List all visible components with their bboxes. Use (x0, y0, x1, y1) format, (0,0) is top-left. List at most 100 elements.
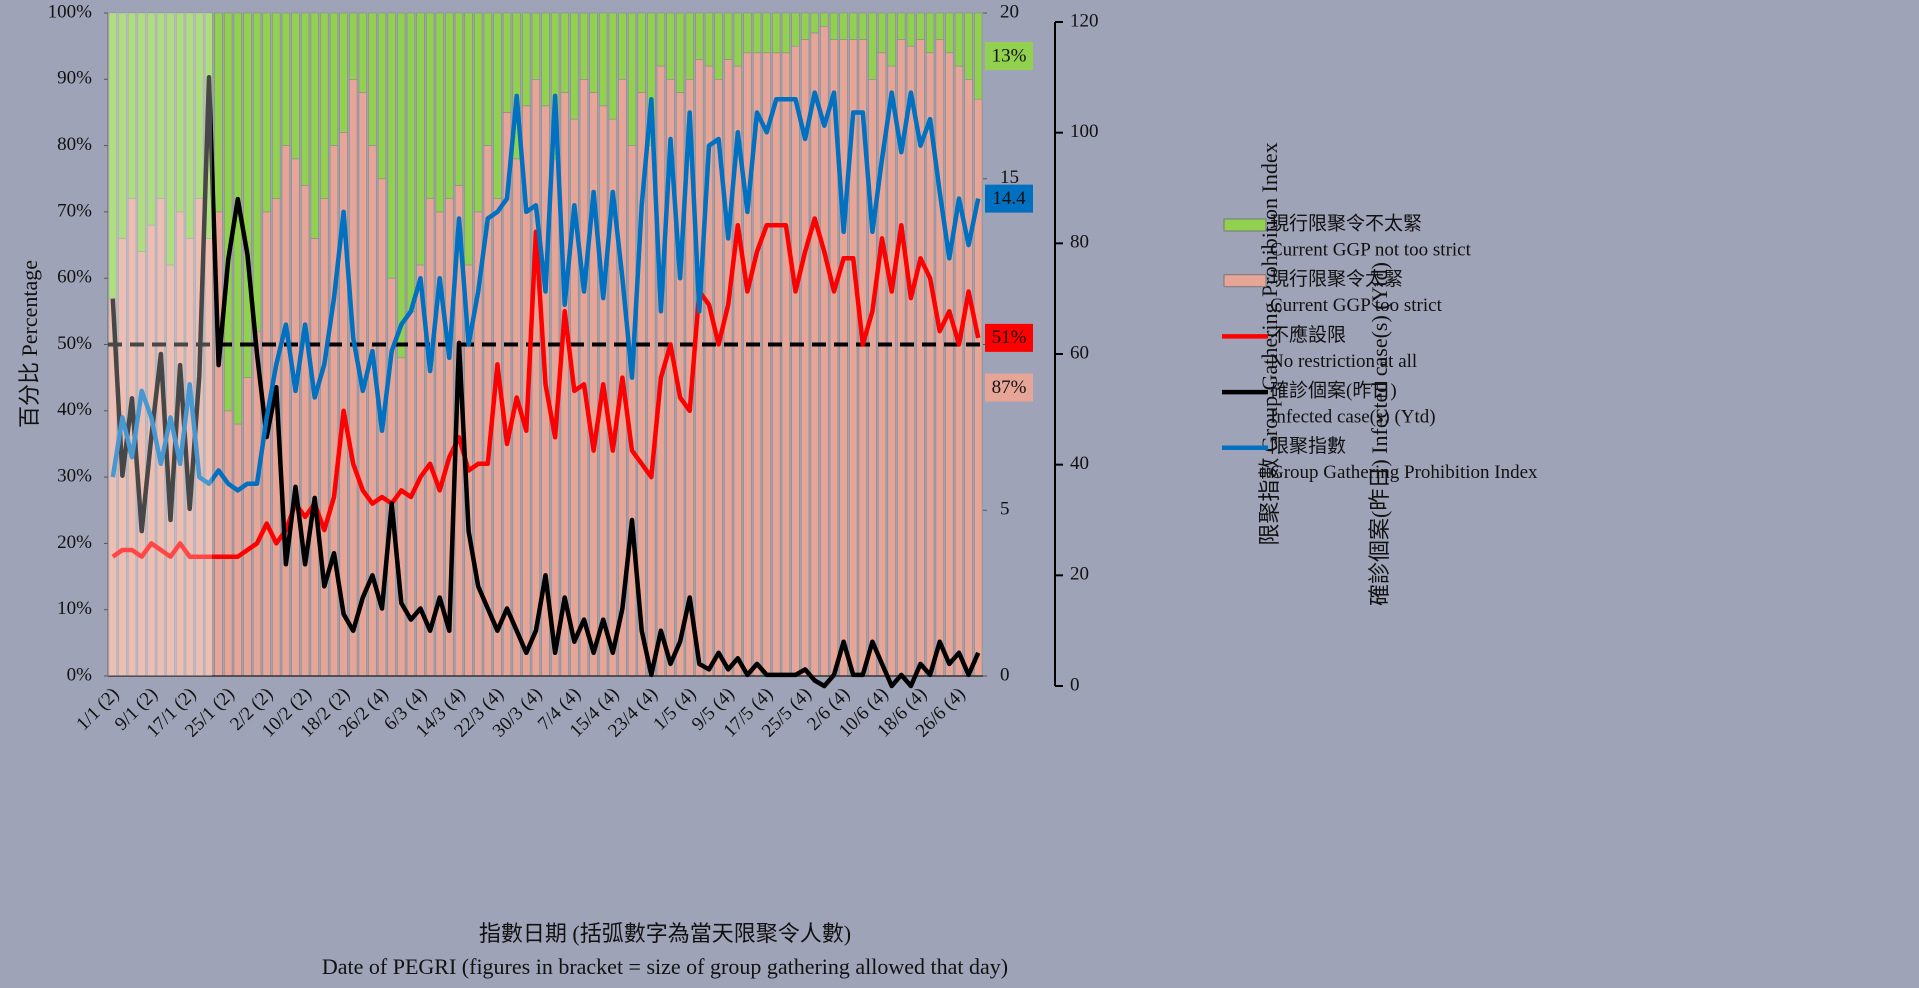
bar (310, 12, 319, 239)
bar (570, 118, 579, 677)
bar (127, 12, 137, 199)
bar (945, 12, 954, 54)
bar (772, 52, 781, 677)
bar (281, 145, 291, 677)
bar (195, 12, 204, 199)
bar (839, 12, 848, 40)
y2-tick-label: 5 (1000, 499, 1010, 520)
bar (954, 65, 964, 677)
line (111, 216, 981, 559)
bar (704, 12, 714, 67)
bar (964, 12, 973, 80)
x-tick-label: 1/1 (2) (72, 684, 123, 735)
legend-swatch (1223, 218, 1267, 232)
bar (820, 12, 829, 27)
bar (714, 12, 723, 80)
y-tick-label: 70% (57, 200, 92, 221)
bar (493, 12, 502, 199)
legend-label: Infected case(s) (Ytd) (1270, 406, 1436, 427)
bar (522, 12, 531, 107)
y-tick-label: 100% (48, 1, 93, 22)
bar (243, 12, 252, 378)
bar (618, 12, 627, 80)
bar (300, 185, 310, 677)
bar (214, 12, 223, 213)
end-label-box (985, 323, 1033, 352)
bar (579, 12, 589, 80)
bar (435, 12, 444, 213)
y-tick-label: 80% (57, 134, 92, 155)
bar (281, 12, 291, 146)
bar (772, 12, 781, 54)
bar (800, 12, 810, 40)
bar (445, 12, 454, 199)
y2-tick-label: 0 (1000, 664, 1010, 685)
bar (637, 12, 646, 93)
legend-label: 現行限聚令太緊 (1270, 268, 1403, 290)
y3-tick-label: 0 (1070, 674, 1080, 695)
bar (425, 198, 435, 677)
bar (310, 238, 319, 677)
bar (493, 198, 502, 677)
legend-swatch (1223, 274, 1267, 288)
y-tick-label: 20% (57, 532, 92, 553)
legend-label: 限聚指數 (1270, 435, 1346, 457)
bar (320, 198, 329, 677)
bar (743, 12, 752, 54)
x-title: 指數日期 (括弧數字為當天限聚令人數) (479, 921, 851, 946)
bar (502, 12, 512, 113)
bar (224, 410, 233, 677)
y-tick-label: 90% (57, 68, 92, 89)
end-label: 87% (992, 377, 1027, 398)
bar (560, 12, 569, 93)
bar (858, 12, 867, 40)
y3-tick-label: 40 (1070, 453, 1089, 474)
bar (387, 12, 396, 279)
bar (560, 92, 569, 677)
y3-tick-label: 100 (1070, 121, 1099, 142)
bar (425, 12, 435, 199)
bar (974, 98, 983, 677)
bar (935, 12, 944, 40)
bar (579, 79, 589, 677)
bar (791, 45, 800, 677)
y2-tick-label: 20 (1000, 1, 1019, 22)
legend-label: Group Gathering Prohibition Index (1270, 462, 1538, 483)
bar (839, 39, 848, 677)
legend-label: Current GGP not too strict (1270, 239, 1472, 260)
bar (262, 12, 271, 213)
bar (925, 12, 935, 54)
x-title: Date of PEGRI (figures in bracket = size… (322, 954, 1008, 979)
bar (108, 12, 117, 299)
bar (531, 79, 541, 677)
bar (454, 12, 464, 186)
bar (349, 12, 358, 80)
y3-tick-label: 60 (1070, 342, 1089, 363)
bar (339, 12, 348, 133)
bar (935, 39, 944, 677)
bar (550, 12, 560, 160)
bar (599, 12, 608, 107)
end-label: 51% (992, 327, 1027, 348)
bar (724, 12, 733, 60)
bar (349, 79, 358, 677)
bar (762, 12, 771, 54)
bar (464, 12, 473, 266)
bar (791, 12, 800, 47)
legend-label: No restriction at all (1270, 351, 1417, 372)
bar (541, 12, 550, 107)
bar (137, 12, 146, 252)
bar (570, 12, 579, 120)
legend-label: 不應設限 (1270, 323, 1346, 346)
bar (118, 12, 127, 239)
y-tick-label: 10% (57, 598, 92, 619)
bar (329, 145, 339, 677)
bar (512, 12, 521, 160)
bar (300, 12, 310, 186)
bar (252, 12, 262, 332)
bar (291, 158, 300, 677)
bar (320, 12, 329, 199)
y3-tick-label: 20 (1070, 564, 1089, 585)
bar (849, 12, 858, 40)
bar (243, 377, 252, 677)
